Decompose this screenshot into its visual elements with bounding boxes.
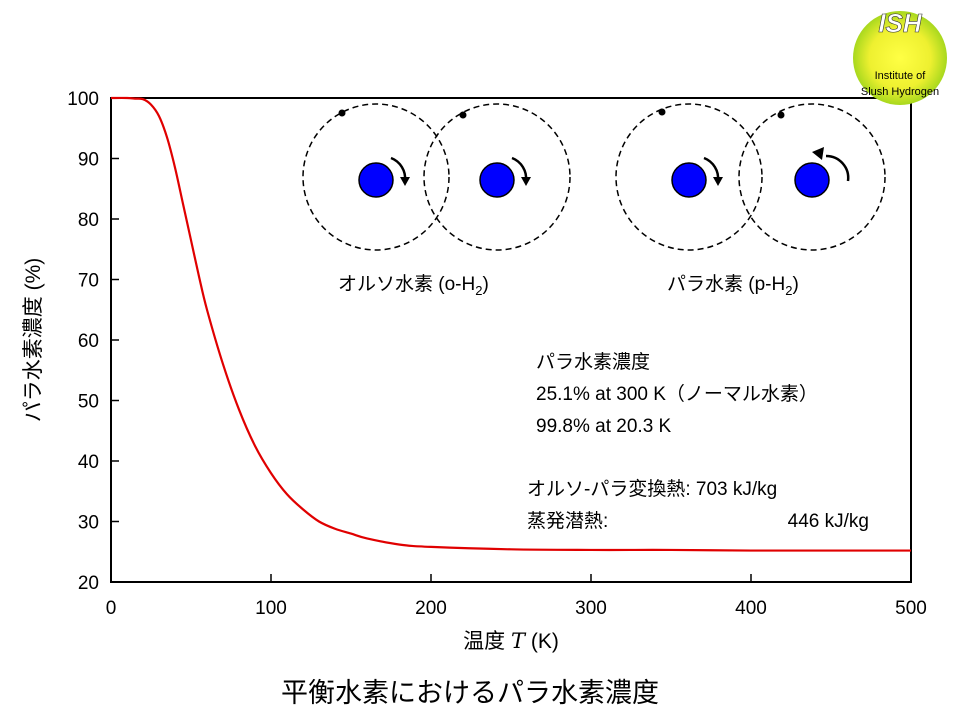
para-nucleus-right <box>794 162 830 198</box>
ortho-nucleus-right <box>479 162 515 198</box>
ortho-electron-left <box>338 109 346 117</box>
y-tick-label: 90 <box>78 150 99 171</box>
para-orbit-left <box>615 103 763 251</box>
y-tick-label: 40 <box>78 452 99 473</box>
y-tick-label: 50 <box>78 392 99 413</box>
y-axis: 20 30 40 50 60 70 80 90 100 <box>67 89 119 594</box>
vaporization-heat-value: 446 kJ/kg <box>788 511 869 532</box>
ortho-diagram: オルソ水素 (o-H2) <box>302 103 571 298</box>
y-tick-label: 20 <box>78 573 99 594</box>
x-tick-label: 200 <box>415 598 447 619</box>
ish-logo: ISH Institute of Slush Hydrogen <box>853 8 947 105</box>
ortho-nucleus-left <box>358 162 394 198</box>
x-tick-label: 0 <box>106 598 117 619</box>
logo-line2: Slush Hydrogen <box>861 86 939 98</box>
y-tick-label: 60 <box>78 331 99 352</box>
x-axis: 0 100 200 300 400 500 <box>106 574 927 619</box>
logo-disc <box>853 11 947 105</box>
x-tick-label: 100 <box>255 598 287 619</box>
ortho-orbit-right <box>423 103 571 251</box>
para-electron-left <box>658 108 666 116</box>
logo-line1: Institute of <box>875 70 927 82</box>
chart-title: 平衡水素におけるパラ水素濃度 <box>281 678 659 708</box>
x-tick-label: 300 <box>575 598 607 619</box>
series-line-para-concentration <box>110 96 911 552</box>
x-axis-title: 温度 T (K) <box>463 629 559 653</box>
para-spin-arrow-right <box>825 154 850 182</box>
para-concentration-title: パラ水素濃度 <box>536 351 650 373</box>
y-tick-label: 100 <box>67 89 99 110</box>
ortho-orbit-left <box>302 103 450 251</box>
series-layer <box>110 96 911 552</box>
x-tick-label: 500 <box>895 598 927 619</box>
y-tick-label: 70 <box>78 271 99 292</box>
ortho-label: オルソ水素 (o-H2) <box>338 273 489 298</box>
para-concentration-20k: 99.8% at 20.3 K <box>536 416 672 437</box>
ortho-electron-right <box>459 111 467 119</box>
y-tick-label: 30 <box>78 513 99 534</box>
para-spin-arrowhead-left <box>713 177 723 186</box>
para-spin-arrowhead-right <box>812 147 824 160</box>
logo-abbr: ISH <box>878 8 923 38</box>
vaporization-heat-label: 蒸発潜熱: <box>527 510 608 532</box>
para-diagram: パラ水素 (p-H2) <box>615 103 886 298</box>
para-orbit-right <box>738 103 886 251</box>
para-electron-right <box>777 111 785 119</box>
x-tick-label: 400 <box>735 598 767 619</box>
para-concentration-300k: 25.1% at 300 K（ノーマル水素） <box>536 383 818 405</box>
para-nucleus-left <box>671 162 707 198</box>
para-label: パラ水素 (p-H2) <box>667 273 799 298</box>
ortho-spin-arrowhead-left <box>400 177 410 186</box>
y-axis-title: パラ水素濃度 (%) <box>22 258 45 423</box>
conversion-heat: オルソ-パラ変換熱: 703 kJ/kg <box>527 478 777 500</box>
y-tick-label: 80 <box>78 210 99 231</box>
ortho-spin-arrowhead-right <box>521 177 531 186</box>
